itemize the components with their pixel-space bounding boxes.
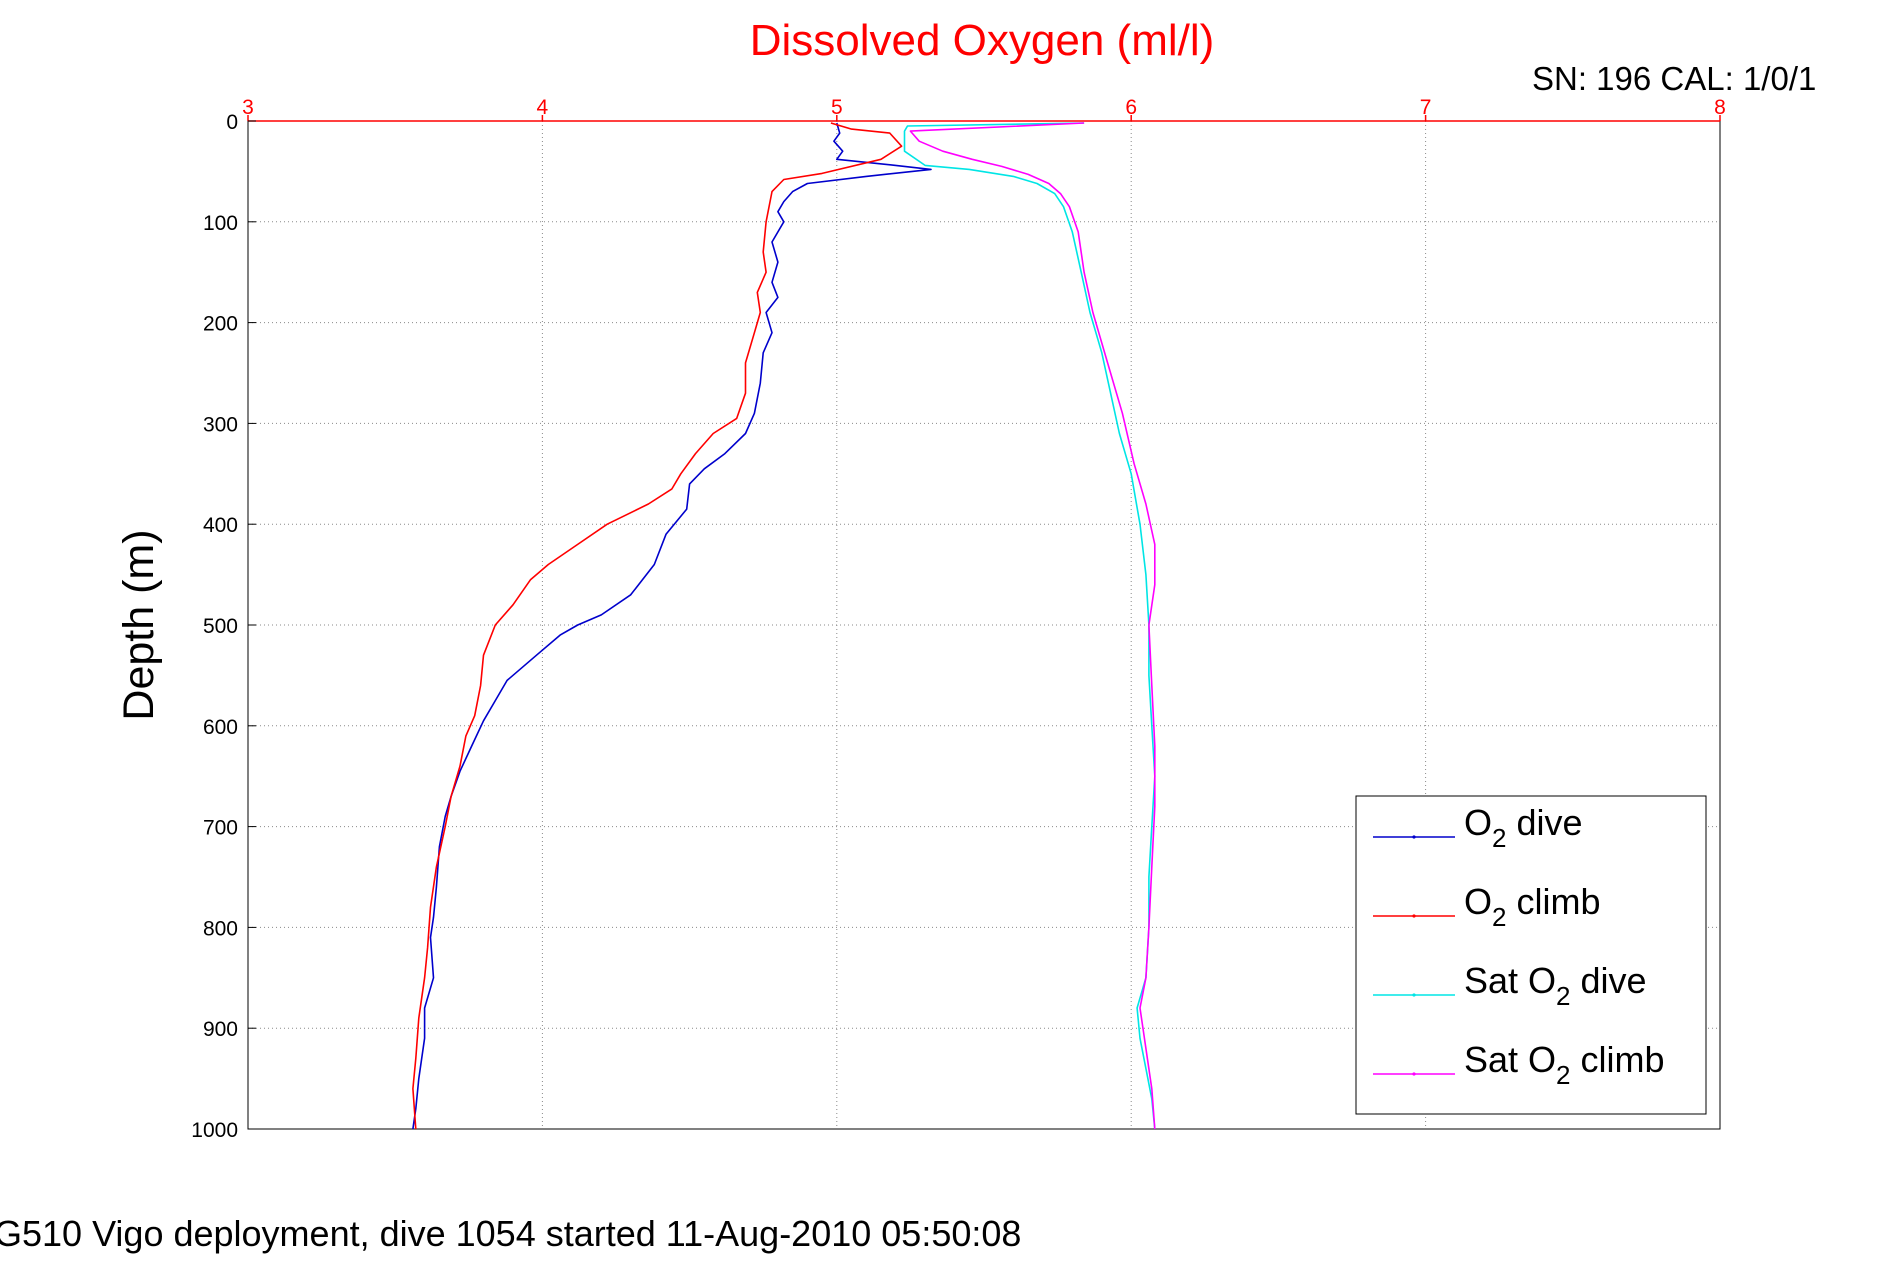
y-tick-label: 700 — [203, 817, 238, 840]
legend-label: Sat O2 dive — [1464, 960, 1647, 1011]
y-tick-label: 200 — [203, 313, 238, 336]
y-axis-label: Depth (m) — [115, 529, 163, 720]
y-tick-label: 1000 — [191, 1119, 238, 1142]
x-tick-label: 8 — [1714, 96, 1726, 119]
series-line-4 — [909, 122, 1156, 1130]
chart-title: Dissolved Oxygen (ml/l) — [750, 16, 1215, 65]
legend-marker — [1412, 914, 1416, 918]
y-tick-label: 800 — [203, 917, 238, 940]
tick-labels: 3 4 5 6 7 8 0 100 200 300 400 500 600 700 800 900 1000 — [191, 96, 1726, 1142]
legend-marker — [1412, 1072, 1416, 1076]
y-tick-label: 500 — [203, 615, 238, 638]
x-tick-label: 7 — [1420, 96, 1432, 119]
figure-caption: G510 Vigo deployment, dive 1054 started … — [0, 1213, 1021, 1254]
x-tick-label: 5 — [831, 96, 843, 119]
legend: O2 dive O2 climb Sat O2 dive Sat O2 climb — [1355, 795, 1707, 1115]
legend-label: Sat O2 climb — [1464, 1039, 1665, 1090]
x-tick-label: 4 — [537, 96, 549, 119]
y-tick-label: 0 — [226, 111, 238, 134]
legend-box — [1355, 795, 1707, 1115]
series-line-1 — [412, 122, 932, 1130]
legend-label: O2 climb — [1464, 881, 1601, 932]
chart-subtitle: SN: 196 CAL: 1/0/1 — [1532, 60, 1816, 97]
y-tick-label: 100 — [203, 212, 238, 235]
y-tick-label: 600 — [203, 716, 238, 739]
series-lines — [412, 122, 1156, 1130]
x-tick-label: 3 — [242, 96, 254, 119]
series-line-2 — [412, 122, 903, 1130]
y-tick-label: 400 — [203, 514, 238, 537]
y-tick-label: 300 — [203, 413, 238, 436]
series-line-3 — [903, 122, 1156, 1130]
x-tick-label: 6 — [1125, 96, 1137, 119]
legend-marker — [1412, 993, 1416, 997]
y-tick-label: 900 — [203, 1018, 238, 1041]
legend-marker — [1412, 835, 1416, 839]
legend-label: O2 dive — [1464, 802, 1583, 853]
